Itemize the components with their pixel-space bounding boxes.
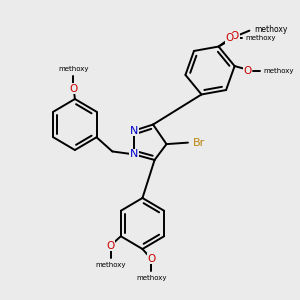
Text: O: O	[231, 31, 239, 41]
Text: methoxy: methoxy	[58, 66, 89, 72]
Text: N: N	[130, 125, 139, 136]
Text: methoxy: methoxy	[255, 25, 288, 34]
Text: O: O	[106, 241, 115, 251]
Text: O: O	[69, 83, 78, 94]
Text: methoxy: methoxy	[245, 35, 275, 41]
Text: methoxy: methoxy	[95, 262, 126, 268]
Text: methoxy: methoxy	[263, 68, 294, 74]
Text: N: N	[130, 149, 139, 160]
Text: O: O	[147, 254, 155, 264]
Text: Br: Br	[193, 138, 205, 148]
Text: O: O	[244, 66, 252, 76]
Text: O: O	[226, 33, 234, 43]
Text: methoxy: methoxy	[136, 275, 167, 281]
